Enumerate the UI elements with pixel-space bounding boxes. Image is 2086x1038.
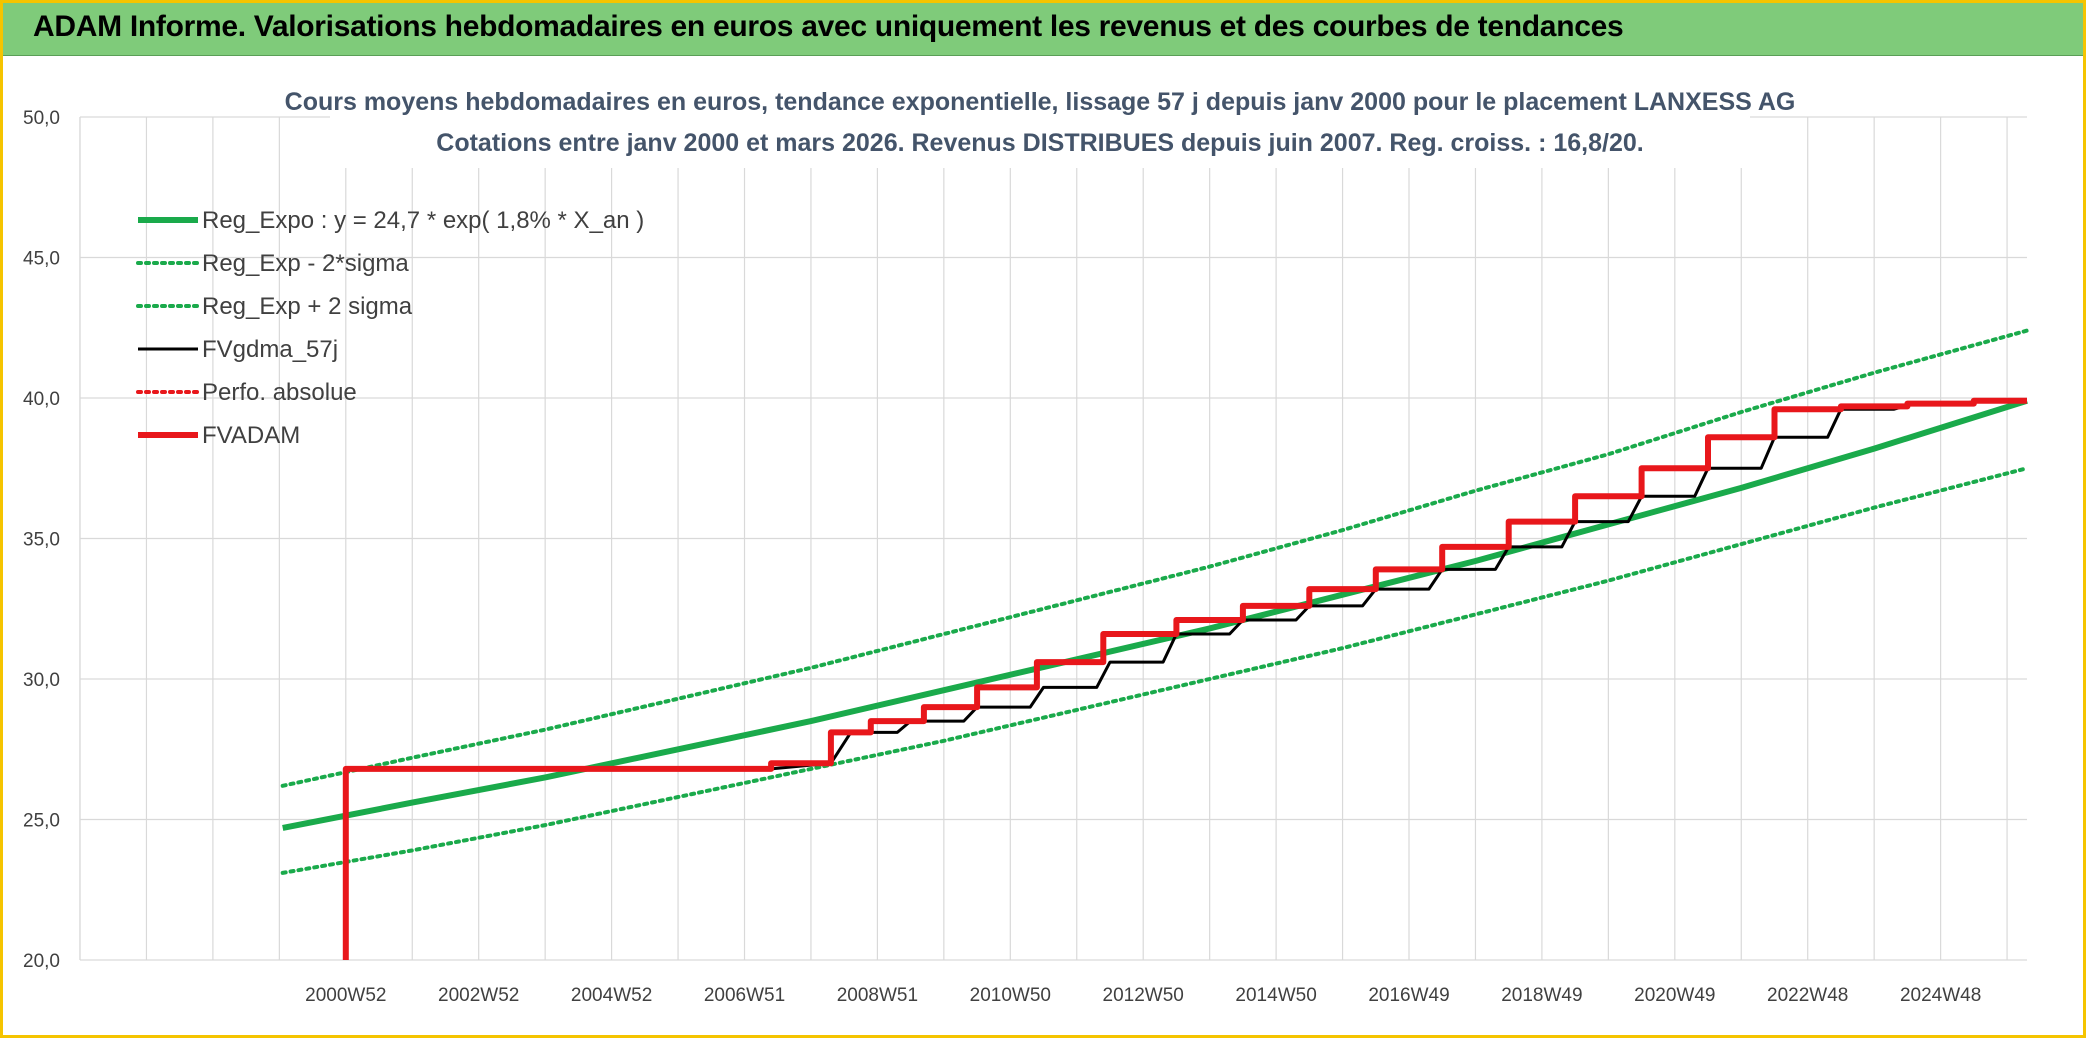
legend-label: Perfo. absolue (202, 379, 357, 406)
legend-label: Reg_Expo : y = 24,7 * exp( 1,8% * X_an ) (202, 207, 644, 234)
x-tick-label: 2020W49 (1634, 985, 1715, 1006)
series (280, 328, 2029, 960)
gridlines (79, 116, 2027, 961)
x-tick-label: 2024W48 (1900, 985, 1981, 1006)
series-line-5 (342, 397, 2027, 960)
legend: Reg_Expo : y = 24,7 * exp( 1,8% * X_an )… (136, 207, 644, 449)
y-tick-label: 20,0 (23, 951, 60, 972)
x-tick-label: 2012W50 (1103, 985, 1184, 1006)
legend-label: Reg_Exp - 2*sigma (202, 250, 409, 277)
y-tick-label: 25,0 (23, 811, 60, 832)
x-tick-label: 2002W52 (438, 985, 519, 1006)
x-tick-label: 2022W48 (1767, 985, 1848, 1006)
series-line-1 (280, 466, 2029, 875)
x-tick-label: 2008W51 (837, 985, 918, 1006)
report-banner: ADAM Informe. Valorisations hebdomadaire… (3, 3, 2083, 56)
report-title: ADAM Informe. Valorisations hebdomadaire… (33, 10, 1624, 43)
x-tick-label: 2010W50 (970, 985, 1051, 1006)
legend-label: Reg_Exp + 2 sigma (202, 293, 413, 320)
legend-label: FVgdma_57j (202, 336, 338, 363)
x-tick-label: 2004W52 (571, 985, 652, 1006)
series-line-0 (282, 397, 2028, 831)
x-tick-label: 2016W49 (1368, 985, 1449, 1006)
title-background (330, 80, 1750, 168)
series-line-2 (280, 328, 2029, 788)
y-tick-label: 45,0 (23, 249, 60, 270)
x-tick-label: 2018W49 (1501, 985, 1582, 1006)
x-tick-label: 2006W51 (704, 985, 785, 1006)
series-line-3 (770, 399, 2027, 771)
axes: 50,0 45,0 40,0 35,0 30,0 25,0 20,0 2000W52 2002W… (23, 108, 1981, 1006)
x-tick-label: 2014W50 (1235, 985, 1316, 1006)
y-tick-label: 30,0 (23, 670, 60, 691)
x-tick-label: 2000W52 (305, 985, 386, 1006)
chart-title-line2: Cotations entre janv 2000 et mars 2026. … (436, 129, 1643, 157)
y-tick-label: 40,0 (23, 389, 60, 410)
legend-label: FVADAM (202, 422, 300, 449)
y-tick-label: 50,0 (23, 108, 60, 129)
y-tick-label: 35,0 (23, 530, 60, 551)
chart-title-line1: Cours moyens hebdomadaires en euros, ten… (285, 88, 1796, 116)
